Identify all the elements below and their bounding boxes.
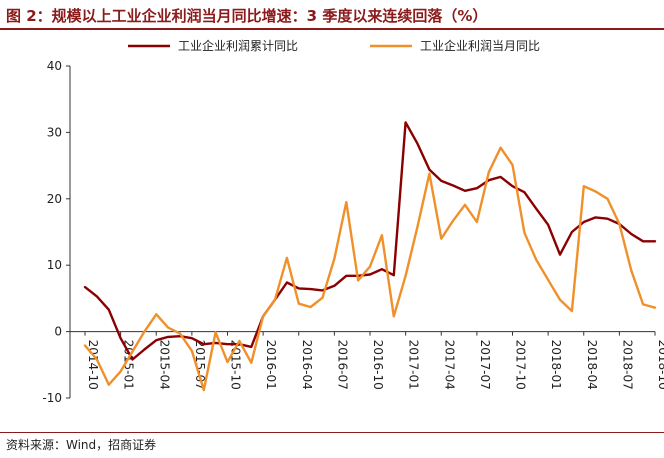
y-tick-label: 40: [47, 59, 62, 73]
x-tick-label: 2018-01: [549, 340, 563, 390]
x-tick-label: 2017-01: [407, 340, 421, 390]
x-tick-label: 2016-10: [371, 340, 385, 390]
y-tick-label: -10: [42, 391, 62, 405]
title-bar: 图 2：规模以上工业企业利润当月同比增速：3 季度以来连续回落（%）: [0, 0, 664, 30]
source-note: 资料来源：Wind，招商证券: [6, 438, 157, 452]
x-tick-label: 2018-10: [656, 340, 664, 390]
y-tick-label: 20: [47, 192, 62, 206]
x-tick-label: 2016-07: [335, 340, 349, 390]
y-tick-label: 30: [47, 125, 62, 139]
x-tick-label: 2016-04: [300, 340, 314, 390]
source-divider: [0, 432, 664, 433]
x-tick-label: 2014-10: [86, 340, 100, 390]
x-tick-label: 2016-01: [264, 340, 278, 390]
legend-label-cumulative: 工业企业利润累计同比: [178, 38, 298, 53]
y-tick-label: 10: [47, 258, 62, 272]
x-tick-label: 2017-07: [478, 340, 492, 390]
series-line-monthly: [83, 146, 657, 392]
x-tick-label: 2017-04: [442, 340, 456, 390]
x-tick-label: 2015-04: [157, 340, 171, 390]
x-tick-label: 2018-04: [585, 340, 599, 390]
y-tick-label: 0: [54, 325, 62, 339]
page-title: 图 2：规模以上工业企业利润当月同比增速：3 季度以来连续回落（%）: [6, 7, 488, 25]
x-tick-label: 2018-07: [620, 340, 634, 390]
legend-label-monthly: 工业企业利润当月同比: [420, 38, 540, 53]
series-line-cumulative: [83, 121, 657, 361]
x-tick-label: 2017-10: [514, 340, 528, 390]
x-tick-label: 2015-07: [193, 340, 207, 390]
